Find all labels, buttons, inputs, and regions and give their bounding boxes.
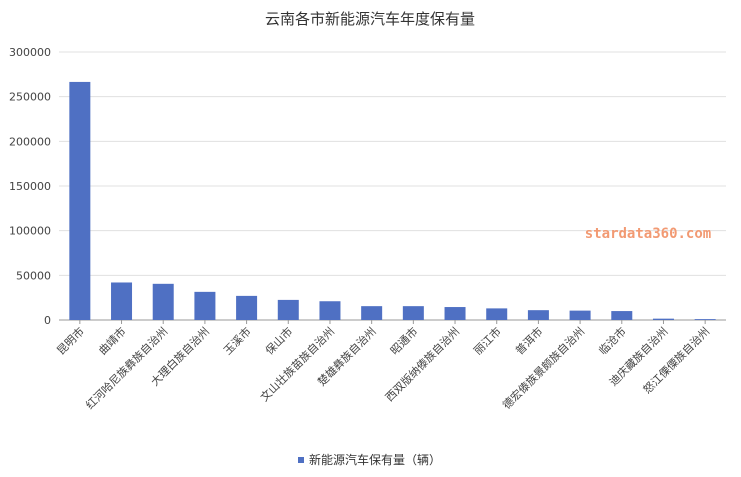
y-tick-label: 300000 (9, 46, 51, 59)
watermark-text: stardata360.com (585, 226, 711, 242)
y-tick-label: 50000 (16, 269, 51, 282)
bar (486, 308, 508, 320)
legend-swatch (298, 457, 304, 463)
bar (611, 311, 633, 320)
x-tick-label: 昭通市 (387, 324, 420, 357)
bar (111, 282, 133, 320)
bar (69, 81, 91, 320)
gridlines (59, 51, 726, 321)
bar (527, 310, 549, 320)
x-tick-label: 红河哈尼族彝族自治州 (83, 324, 171, 412)
chart-title: 云南各市新能源汽车年度保有量 (265, 10, 475, 28)
bar (652, 318, 674, 320)
y-tick-label: 100000 (9, 225, 51, 238)
x-tick-label: 昆明市 (54, 324, 87, 357)
y-tick-label: 200000 (9, 135, 51, 148)
bar (402, 306, 424, 320)
legend: 新能源汽车保有量（辆） (298, 452, 441, 467)
y-tick-label: 0 (44, 314, 51, 327)
x-tick-label: 德宏傣族景颇族自治州 (500, 324, 588, 412)
bar (194, 291, 216, 320)
y-tick-label: 150000 (9, 180, 51, 193)
x-tick-label: 玉溪市 (220, 324, 253, 357)
x-tick-label: 临沧市 (596, 324, 629, 357)
x-tick-label: 西双版纳傣族自治州 (382, 324, 462, 404)
x-tick-label: 文山壮族苗族自治州 (257, 324, 337, 404)
bar (444, 307, 466, 320)
x-tick-label: 丽江市 (471, 324, 504, 357)
bar (361, 306, 383, 320)
bar (694, 319, 716, 320)
x-tick-label: 曲靖市 (95, 324, 128, 357)
y-axis: 0 50000 100000 150000 200000 250000 300000 (9, 46, 51, 327)
bar (569, 310, 591, 320)
y-tick-label: 250000 (9, 91, 51, 104)
x-tick-label: 保山市 (262, 324, 295, 357)
bars (69, 81, 716, 320)
legend-label: 新能源汽车保有量（辆） (309, 452, 441, 467)
bar (152, 283, 174, 320)
x-tick-label: 普洱市 (512, 324, 545, 357)
bar (319, 301, 341, 320)
bar (277, 299, 299, 320)
bar (236, 295, 258, 320)
